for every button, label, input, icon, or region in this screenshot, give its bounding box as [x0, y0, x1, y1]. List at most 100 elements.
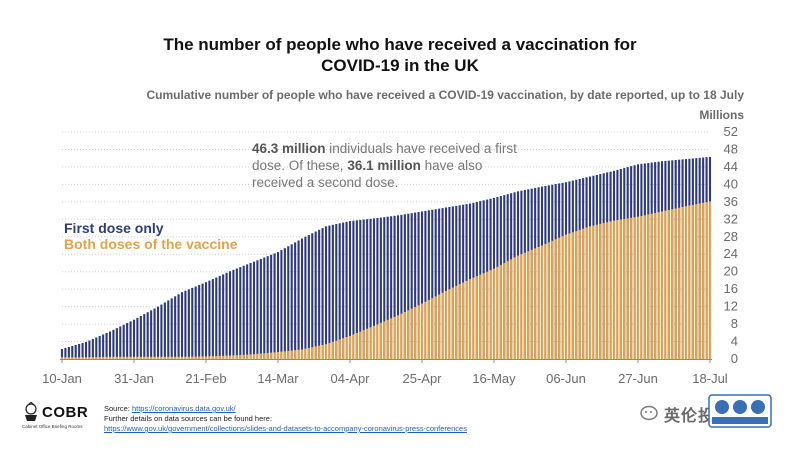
both-doses-bar [78, 357, 81, 359]
both-doses-bar [602, 223, 605, 359]
first-dose-bar [228, 271, 232, 359]
first-dose-bar [318, 229, 321, 359]
both-doses-bar [115, 356, 118, 359]
first-dose-bar [156, 306, 160, 359]
both-doses-bar [465, 280, 468, 359]
first-dose-bar [191, 287, 194, 359]
both-doses-bar [417, 305, 420, 359]
annotation-first-dose-text: individuals have received a first dose. … [252, 141, 517, 173]
both-doses-bar [503, 263, 506, 359]
both-doses-bar [636, 216, 640, 359]
first-dose-bar [256, 260, 259, 359]
both-doses-bar [81, 357, 84, 359]
both-doses-bar [228, 355, 232, 359]
y-tick-label: 24 [724, 246, 738, 261]
both-doses-bar [619, 219, 622, 359]
both-doses-bar [163, 356, 166, 359]
first-dose-bar [246, 264, 249, 359]
y-tick-label: 28 [724, 229, 738, 244]
both-doses-bar [551, 240, 554, 359]
first-dose-bar [266, 256, 269, 359]
legend-first-dose: First dose only [64, 220, 164, 236]
further-details-link[interactable]: https://www.gov.uk/government/collection… [104, 424, 467, 433]
both-doses-bar [595, 224, 598, 359]
cobr-logo: COBR Cabinet Office Briefing Rooms [22, 402, 102, 430]
both-doses-bar [708, 201, 712, 359]
y-tick-label: 0 [731, 351, 738, 366]
first-dose-bar [314, 231, 317, 359]
fresh-air-badge-icon [708, 394, 772, 428]
first-dose-bar [307, 235, 310, 359]
both-doses-bar [311, 347, 314, 359]
annotation-second-dose-text: have also received a second dose. [252, 158, 483, 190]
first-dose-bar [441, 208, 444, 359]
first-dose-bar [198, 285, 201, 359]
both-doses-bar [650, 213, 653, 359]
y-tick-label: 4 [731, 334, 738, 349]
first-dose-bar [410, 213, 413, 359]
both-doses-bar [283, 351, 286, 359]
first-dose-bar [431, 209, 434, 359]
first-dose-bar [95, 337, 98, 359]
both-doses-bar [403, 311, 406, 359]
both-doses-bar [578, 229, 581, 359]
both-doses-bar [246, 354, 249, 359]
first-dose-bar [420, 211, 424, 359]
both-doses-bar [300, 349, 304, 359]
both-doses-bar [324, 344, 328, 359]
further-details-text: Further details on data sources can be f… [104, 414, 273, 423]
first-dose-bar [180, 292, 184, 359]
both-doses-bar [606, 222, 609, 359]
both-doses-bar [146, 356, 149, 359]
first-dose-bar [249, 263, 252, 359]
sources-block: Source: https://coronavirus.data.gov.uk/… [104, 404, 467, 434]
first-dose-bar [359, 219, 362, 359]
first-dose-bar [163, 302, 166, 359]
both-doses-bar [256, 353, 259, 359]
first-dose-bar [366, 219, 369, 359]
both-doses-bar [249, 354, 252, 359]
both-doses-bar [294, 350, 297, 359]
x-tick-label: 10-Jan [42, 371, 82, 386]
first-dose-bar [218, 275, 221, 359]
both-doses-bar [321, 344, 324, 359]
both-doses-bar [102, 356, 105, 359]
both-doses-bar [119, 356, 122, 359]
both-doses-bar [386, 319, 389, 359]
both-doses-bar [280, 351, 283, 359]
first-dose-bar [259, 258, 262, 359]
first-dose-bar [235, 268, 238, 359]
x-tick-label: 14-Mar [257, 371, 299, 386]
both-doses-bar [451, 287, 454, 359]
both-doses-bar [407, 310, 410, 359]
both-doses-bar [695, 204, 698, 359]
first-dose-bar [294, 242, 297, 359]
first-dose-bar [150, 310, 153, 359]
first-dose-bar [448, 206, 451, 359]
both-doses-bar [180, 356, 184, 359]
both-doses-bar [674, 208, 677, 359]
first-dose-bar [270, 254, 273, 359]
both-doses-bar [342, 338, 345, 359]
both-doses-bar [252, 354, 256, 359]
first-dose-bar [331, 224, 334, 359]
both-doses-bar [211, 356, 214, 359]
both-doses-bar [698, 203, 701, 359]
logo-subtext: Cabinet Office Briefing Rooms [22, 424, 83, 429]
source-link[interactable]: https://coronavirus.data.gov.uk/ [131, 404, 236, 413]
both-doses-bar [263, 353, 266, 359]
both-doses-bar [544, 243, 547, 359]
first-dose-bar [403, 214, 406, 359]
legend-both-doses: Both doses of the vaccine [64, 236, 238, 252]
first-dose-bar [451, 206, 454, 359]
first-dose-bar [400, 214, 403, 359]
both-doses-bar [671, 209, 674, 359]
first-dose-bar [160, 304, 163, 359]
first-dose-bar [143, 314, 146, 359]
both-doses-bar [705, 202, 708, 359]
both-doses-bar [691, 204, 694, 359]
both-doses-bar [688, 205, 691, 359]
first-dose-bar [383, 217, 386, 359]
both-doses-bar [198, 356, 201, 359]
both-doses-bar [486, 271, 489, 359]
